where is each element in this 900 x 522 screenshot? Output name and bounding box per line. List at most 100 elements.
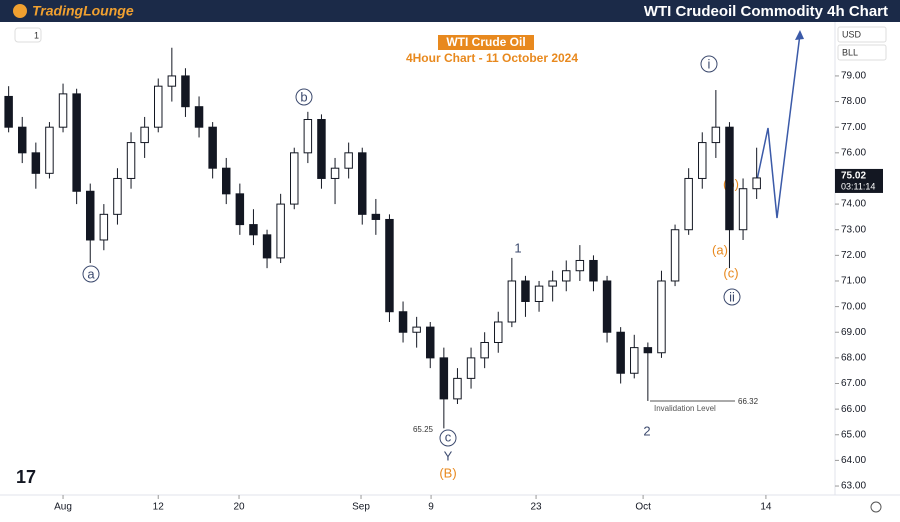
candle-body bbox=[4, 95, 13, 128]
candle-body bbox=[616, 331, 625, 374]
wave-label: c bbox=[445, 429, 452, 444]
y-tick-label: 66.00 bbox=[841, 404, 866, 415]
candle-body bbox=[521, 280, 530, 302]
invalidation-value: 66.32 bbox=[738, 397, 759, 406]
candle-body bbox=[194, 106, 204, 128]
candle-body bbox=[86, 190, 95, 241]
candle-body bbox=[358, 152, 367, 215]
interval-select[interactable] bbox=[14, 27, 42, 43]
candle-body bbox=[738, 188, 748, 231]
x-tick-label: Sep bbox=[352, 502, 370, 513]
x-tick-label: 12 bbox=[153, 502, 165, 513]
candle-body bbox=[657, 280, 666, 354]
logo: TradingLounge bbox=[32, 3, 134, 19]
wave-label: a bbox=[87, 266, 95, 281]
candle-body bbox=[494, 321, 503, 343]
candle-body bbox=[113, 177, 122, 215]
candle-body bbox=[58, 93, 68, 128]
candle-body bbox=[222, 167, 231, 195]
candle-body bbox=[290, 152, 299, 205]
candle-body bbox=[385, 218, 394, 313]
header-bar bbox=[0, 0, 900, 22]
wave-label: Y bbox=[444, 448, 453, 463]
header-title: WTI Crudeoil Commodity 4h Chart bbox=[644, 3, 888, 20]
candle-body bbox=[698, 142, 707, 179]
candle-body bbox=[140, 126, 149, 144]
y-tick-label: 69.00 bbox=[841, 327, 866, 338]
x-tick-label: 9 bbox=[428, 502, 434, 513]
candle-body bbox=[548, 280, 557, 287]
unit: BLL bbox=[842, 47, 858, 57]
invalidation-label: Invalidation Level bbox=[654, 404, 716, 413]
candle-body bbox=[249, 224, 258, 236]
settings-icon[interactable] bbox=[870, 501, 882, 513]
candle-body bbox=[684, 177, 693, 231]
candle-body bbox=[670, 229, 680, 282]
x-tick-label: 23 bbox=[531, 502, 543, 513]
candle-body bbox=[562, 270, 571, 282]
candle-body bbox=[167, 75, 177, 87]
candle-body bbox=[45, 126, 54, 174]
candle-body bbox=[181, 75, 190, 108]
candle-body bbox=[534, 285, 544, 302]
last-price: 75.02 bbox=[841, 171, 866, 182]
chart-subtitle: 4Hour Chart - 11 October 2024 bbox=[406, 51, 578, 65]
y-tick-label: 67.00 bbox=[841, 378, 866, 389]
candle-body bbox=[630, 347, 639, 374]
candle-body bbox=[276, 203, 285, 259]
projection-arrow bbox=[795, 30, 804, 40]
candle-body bbox=[643, 347, 653, 354]
y-tick-label: 68.00 bbox=[841, 353, 866, 364]
unit-select[interactable] bbox=[837, 44, 887, 61]
candle-body bbox=[398, 311, 408, 333]
y-tick-label: 73.00 bbox=[841, 224, 866, 235]
candle-body bbox=[575, 259, 585, 272]
candle-body bbox=[31, 152, 41, 174]
x-tick-label: Oct bbox=[635, 502, 651, 513]
candle-body bbox=[711, 126, 721, 144]
candle-body bbox=[18, 126, 27, 154]
candle-body bbox=[426, 326, 435, 359]
candle-body bbox=[99, 213, 109, 241]
candle-body bbox=[303, 119, 313, 154]
candle-body bbox=[466, 357, 476, 379]
y-tick-label: 76.00 bbox=[841, 147, 866, 158]
y-tick-label: 72.00 bbox=[841, 250, 866, 261]
candle-body bbox=[317, 119, 326, 179]
tv-logo: 17 bbox=[16, 467, 36, 487]
candle-body bbox=[344, 152, 353, 169]
chart-title: WTI Crude Oil bbox=[446, 35, 525, 49]
candle-body bbox=[480, 341, 489, 359]
title-box bbox=[438, 35, 534, 50]
y-tick-label: 63.00 bbox=[841, 481, 866, 492]
candle-body bbox=[412, 326, 421, 333]
y-tick-label: 78.00 bbox=[841, 96, 866, 107]
x-tick-label: Aug bbox=[54, 502, 72, 513]
y-tick-label: 79.00 bbox=[841, 71, 866, 82]
currency-select[interactable] bbox=[837, 26, 887, 43]
wave-label: (B) bbox=[439, 465, 456, 480]
candle-body bbox=[725, 126, 734, 231]
wave-label: (c) bbox=[723, 265, 738, 280]
wave-label: ii bbox=[729, 289, 735, 304]
wave-label: (a) bbox=[712, 242, 728, 257]
candle-body bbox=[752, 177, 761, 190]
candle-body bbox=[453, 377, 462, 400]
logo-icon bbox=[13, 4, 27, 18]
candle-body bbox=[262, 234, 272, 259]
candle-body bbox=[371, 213, 381, 220]
x-tick-label: 20 bbox=[233, 502, 245, 513]
y-tick-label: 65.00 bbox=[841, 429, 866, 440]
candle-body bbox=[602, 280, 612, 333]
wave-circle bbox=[700, 55, 718, 73]
wave-circle bbox=[439, 429, 457, 447]
x-tick-label: 14 bbox=[760, 502, 772, 513]
currency: USD bbox=[842, 29, 862, 39]
interval: 1 bbox=[34, 30, 39, 40]
y-tick-label: 70.00 bbox=[841, 301, 866, 312]
wave-label: b bbox=[300, 89, 307, 104]
projection bbox=[756, 33, 801, 219]
candle-body bbox=[208, 126, 217, 169]
